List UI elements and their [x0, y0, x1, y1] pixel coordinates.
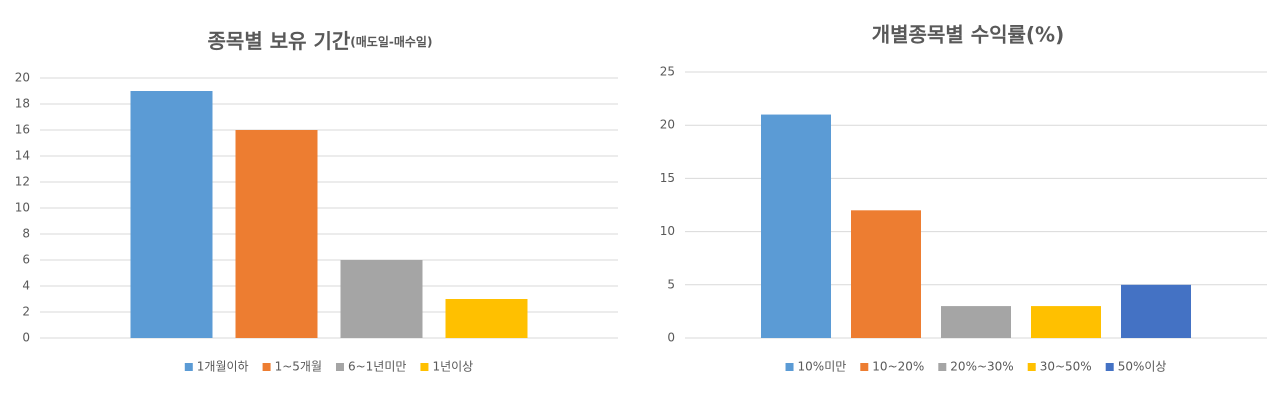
- legend-label: 1~5개월: [275, 360, 322, 374]
- legend-swatch: [262, 363, 271, 371]
- bar: [941, 306, 1011, 338]
- legend-swatch: [1105, 363, 1114, 371]
- y-tick-label: 0: [22, 331, 30, 345]
- y-tick-label: 12: [15, 175, 30, 189]
- y-tick-label: 8: [22, 227, 30, 241]
- y-tick-label: 18: [15, 97, 30, 111]
- legend-label: 20%~30%: [950, 360, 1013, 374]
- y-tick-label: 6: [22, 253, 30, 267]
- y-tick-label: 14: [15, 149, 30, 163]
- title-main: 종목별 보유 기간: [208, 29, 351, 53]
- y-tick-label: 0: [667, 331, 675, 345]
- bar: [235, 130, 318, 338]
- legend-swatch: [938, 363, 947, 371]
- legend-label: 10%미만: [798, 360, 847, 374]
- legend-swatch: [860, 363, 869, 371]
- y-tick-label: 5: [667, 277, 675, 291]
- bar: [130, 91, 213, 338]
- y-tick-label: 10: [15, 201, 30, 215]
- legend-swatch: [335, 363, 344, 371]
- legend-label: 10~20%: [872, 360, 924, 374]
- y-tick-label: 25: [660, 65, 675, 79]
- y-tick-label: 4: [22, 279, 30, 293]
- legend-swatch: [420, 363, 429, 371]
- bar: [1121, 284, 1191, 338]
- y-tick-label: 15: [660, 171, 675, 185]
- bar: [761, 114, 831, 338]
- title-note: (매도일-매수일): [350, 34, 432, 49]
- bar: [445, 299, 528, 338]
- y-tick-label: 20: [15, 71, 30, 85]
- chart-title: 개별종목별 수익률(%): [872, 23, 1064, 47]
- legend-label: 1년이상: [432, 360, 473, 374]
- legend-swatch: [184, 363, 193, 371]
- legend-swatch: [785, 363, 794, 371]
- bar: [851, 210, 921, 338]
- legend-swatch: [1027, 363, 1036, 371]
- y-tick-label: 10: [660, 224, 675, 238]
- y-tick-label: 2: [22, 305, 30, 319]
- legend-label: 1개월이하: [197, 360, 249, 374]
- legend-label: 30~50%: [1040, 360, 1092, 374]
- y-tick-label: 20: [660, 118, 675, 132]
- y-tick-label: 16: [15, 123, 30, 137]
- legend-label: 6~1년미만: [348, 360, 406, 374]
- chart-title: 종목별 보유 기간(매도일-매수일): [208, 29, 433, 53]
- bar: [340, 260, 423, 338]
- bar: [1031, 306, 1101, 338]
- legend-label: 50%이상: [1118, 360, 1167, 374]
